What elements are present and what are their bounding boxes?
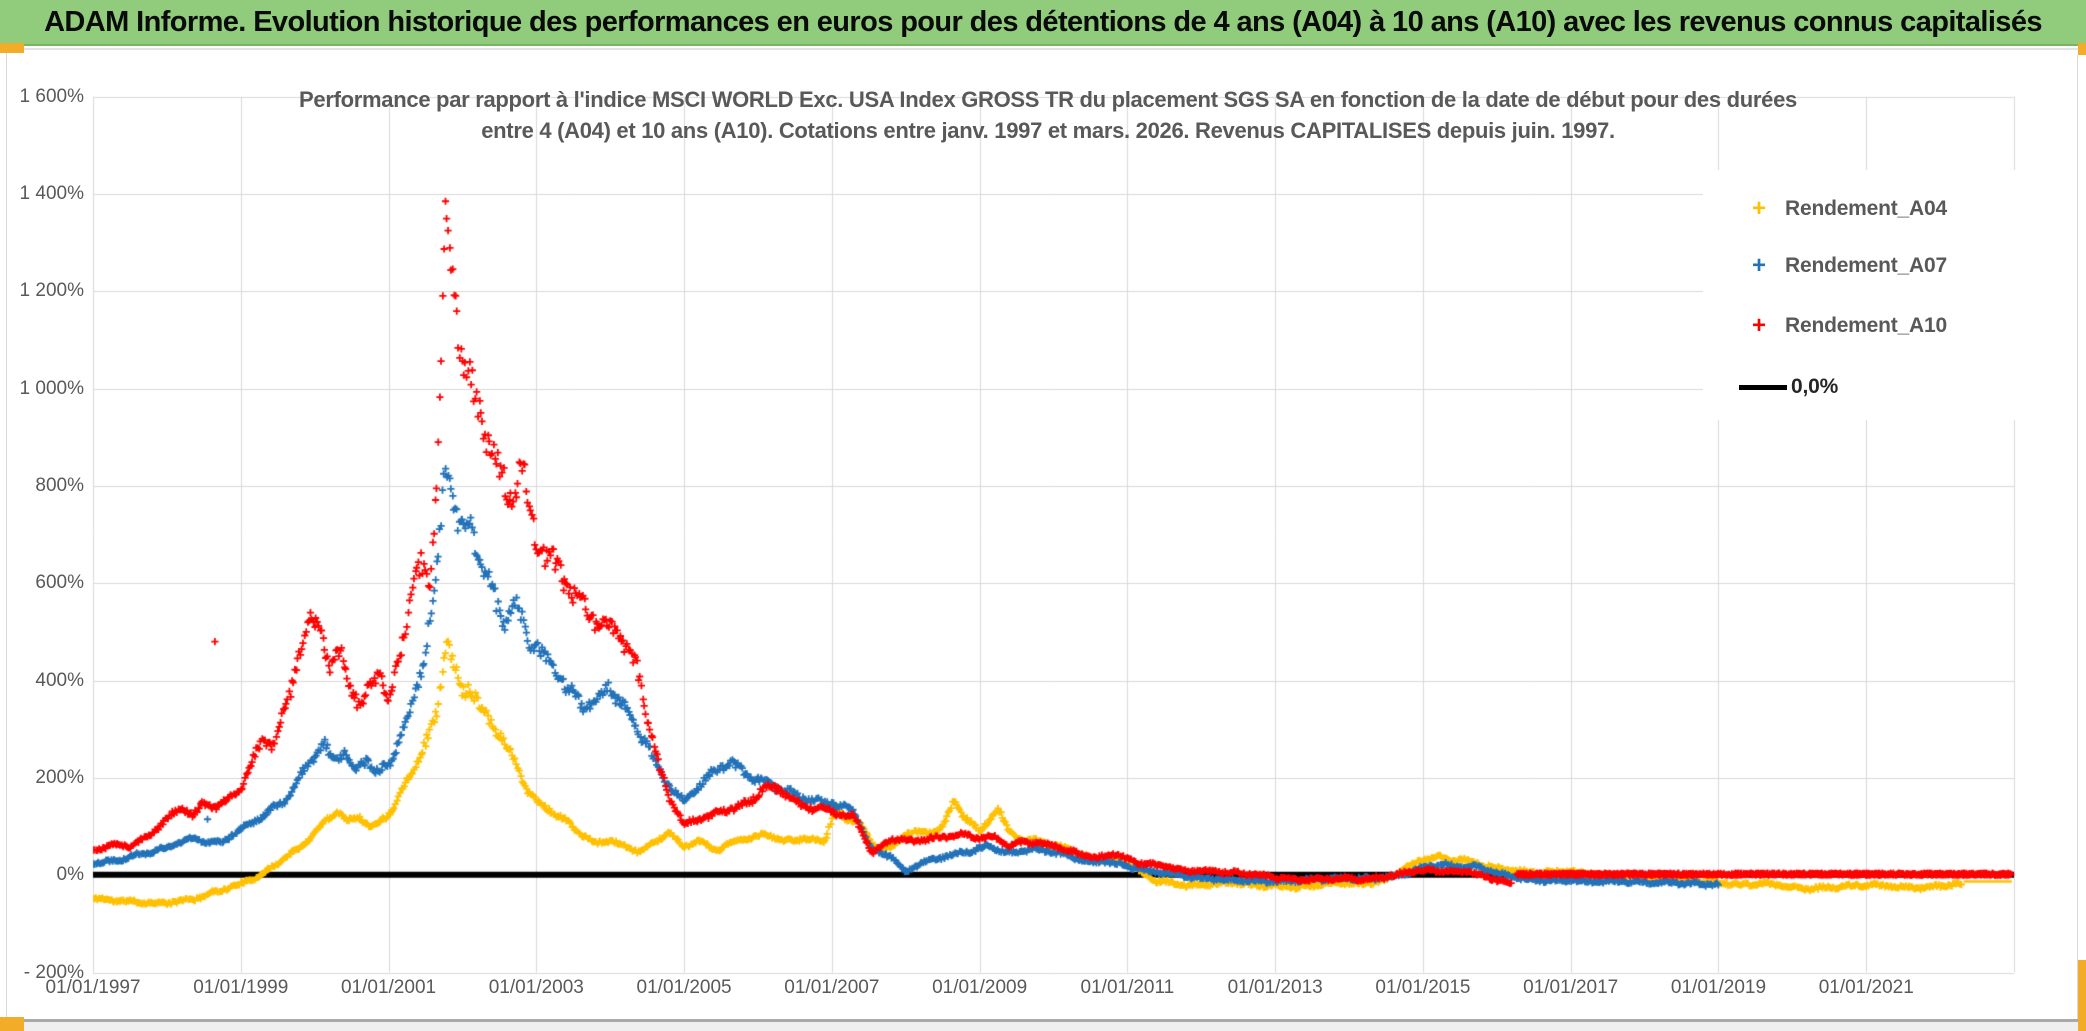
x-axis-label: 01/01/2007 (784, 977, 880, 998)
chart-border-left (6, 49, 7, 1019)
x-axis-label: 01/01/2011 (1080, 977, 1175, 998)
x-axis-label: 01/01/2013 (1227, 977, 1323, 998)
x-axis-label: 01/01/2005 (636, 977, 732, 998)
y-axis-label: 1 200% (19, 280, 84, 302)
x-axis-label: 01/01/1997 (45, 977, 141, 998)
sheet-bottom-strip (0, 1022, 2086, 1031)
x-axis-label: 01/01/2003 (488, 977, 584, 998)
y-axis-label: 400% (35, 669, 84, 691)
sheet-bottom-border (0, 1019, 2086, 1022)
chart-border-right (2077, 55, 2078, 1019)
plus-marker-icon: + (1751, 252, 1766, 279)
header-bar: ADAM Informe. Evolution historique des p… (0, 0, 2086, 46)
y-axis-label: 800% (35, 474, 84, 496)
y-axis-label: - 200% (23, 961, 84, 983)
header-title: ADAM Informe. Evolution historique des p… (44, 5, 2042, 38)
header-divider (0, 48, 2086, 50)
selection-corner-bottom-left (0, 1017, 24, 1031)
x-axis-label: 01/01/2021 (1818, 977, 1914, 998)
selection-corner-top-right (2078, 43, 2086, 55)
y-axis-label: 1 400% (19, 182, 84, 204)
y-axis-label: 0% (56, 864, 84, 886)
plus-marker-icon: + (1751, 312, 1766, 339)
legend-label: Rendement_A04 (1785, 197, 1947, 220)
plus-marker-icon: + (1751, 195, 1766, 222)
legend-label: Rendement_A10 (1785, 314, 1947, 337)
selection-corner-bottom-right (2078, 960, 2086, 1031)
x-axis-label: 01/01/2009 (932, 977, 1028, 998)
legend-item-0-0-[interactable]: 0,0% (1733, 372, 1838, 402)
chart-legend[interactable]: + Rendement_A04 + Rendement_A07 + Rendement_A… (1703, 170, 2076, 420)
legend-item-rendement-a10[interactable]: + Rendement_A10 (1733, 311, 1947, 341)
y-axis-label: 1 600% (19, 85, 84, 107)
chart-title-line1: Performance par rapport à l'indice MSCI … (299, 87, 1797, 112)
chart-title: Performance par rapport à l'indice MSCI … (143, 84, 1953, 146)
x-axis-label: 01/01/2015 (1375, 977, 1471, 998)
legend-label: Rendement_A07 (1785, 254, 1947, 277)
x-axis-label: 01/01/2019 (1670, 977, 1767, 998)
x-axis-label: 01/01/1999 (193, 977, 289, 998)
legend-item-rendement-a07[interactable]: + Rendement_A07 (1733, 251, 1947, 281)
legend-item-rendement-a04[interactable]: + Rendement_A04 (1733, 194, 1947, 224)
y-axis-label: 600% (35, 572, 84, 594)
legend-label: 0,0% (1791, 375, 1839, 398)
selection-corner-top-left (0, 43, 24, 53)
x-axis-label: 01/01/2017 (1523, 977, 1619, 998)
chart-title-line2: entre 4 (A04) et 10 ans (A10). Cotations… (481, 118, 1615, 143)
y-axis-label: 1 000% (19, 377, 84, 399)
zero-line-swatch-icon (1739, 384, 1787, 390)
x-axis-label: 01/01/2001 (340, 977, 437, 998)
y-axis-label: 200% (35, 766, 84, 788)
